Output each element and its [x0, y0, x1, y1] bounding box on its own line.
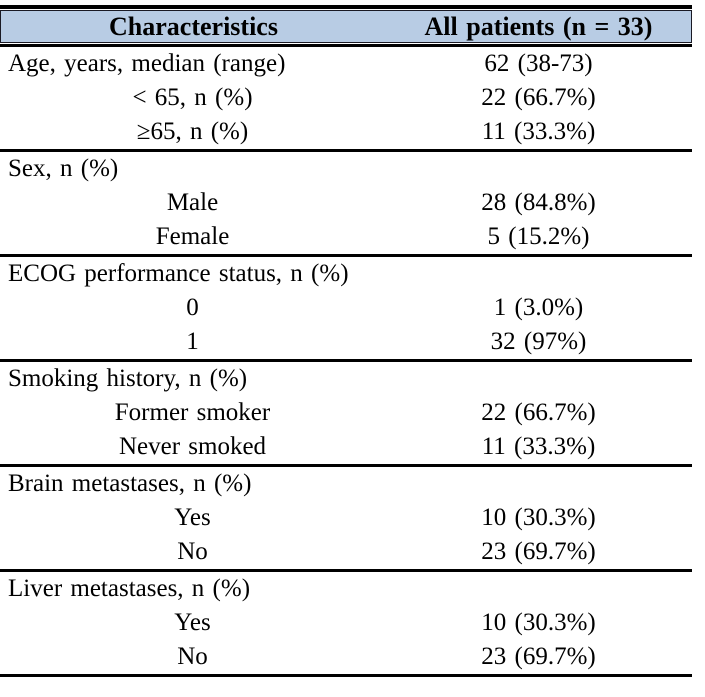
row-label: Never smoked	[118, 433, 267, 460]
row-value: 10 (30.3%)	[481, 504, 596, 531]
table-row: 0 1 (3.0%)	[0, 291, 692, 325]
table-row: Smoking history, n (%)	[0, 359, 692, 396]
row-label: Former smoker	[114, 399, 271, 426]
row-value: 11 (33.3%)	[481, 118, 596, 145]
table-row: Yes 10 (30.3%)	[0, 501, 692, 535]
row-value: 11 (33.3%)	[481, 433, 596, 460]
row-value: 1 (3.0%)	[493, 294, 584, 321]
row-label: Brain metastases, n (%)	[8, 470, 252, 497]
row-label: Female	[155, 223, 230, 250]
table-row: Yes 10 (30.3%)	[0, 606, 692, 640]
table-row: ≥65, n (%) 11 (33.3%)	[0, 115, 692, 149]
table-row: Female 5 (15.2%)	[0, 220, 692, 254]
table-row: No 23 (69.7%)	[0, 535, 692, 569]
table-row: Age, years, median (range) 62 (38-73)	[0, 47, 692, 81]
table-row: 1 32 (97%)	[0, 325, 692, 359]
table-row: Brain metastases, n (%)	[0, 464, 692, 501]
row-label: Age, years, median (range)	[8, 50, 286, 77]
row-value: 10 (30.3%)	[481, 609, 596, 636]
row-value: 22 (66.7%)	[481, 84, 596, 111]
header-bottom-rule	[0, 44, 692, 47]
row-value: 62 (38-73)	[484, 50, 593, 77]
patient-characteristics-table: Characteristics All patients (n = 33) Ag…	[0, 5, 692, 677]
row-label: ECOG performance status, n (%)	[8, 260, 349, 287]
row-label: < 65, n (%)	[132, 84, 253, 111]
row-label: 1	[186, 328, 199, 355]
table-row: Never smoked 11 (33.3%)	[0, 430, 692, 464]
row-label: Sex, n (%)	[8, 155, 119, 182]
row-value: 32 (97%)	[490, 328, 587, 355]
row-label: No	[177, 643, 208, 670]
table-row: < 65, n (%) 22 (66.7%)	[0, 81, 692, 115]
row-label: Yes	[174, 609, 211, 636]
row-value: 5 (15.2%)	[487, 223, 590, 250]
row-value: 22 (66.7%)	[481, 399, 596, 426]
row-value: 23 (69.7%)	[481, 643, 596, 670]
row-label: 0	[186, 294, 199, 321]
table-row: No 23 (69.7%)	[0, 640, 692, 674]
table-row: Male 28 (84.8%)	[0, 186, 692, 220]
table-row: Liver metastases, n (%)	[0, 569, 692, 606]
table-row: ECOG performance status, n (%)	[0, 254, 692, 291]
top-rule	[0, 5, 692, 9]
table-row: Sex, n (%)	[0, 149, 692, 186]
column-header-all-patients: All patients (n = 33)	[424, 11, 653, 41]
row-label: Yes	[174, 504, 211, 531]
row-label: ≥65, n (%)	[136, 118, 249, 145]
column-header-characteristics: Characteristics	[109, 11, 278, 41]
row-value: 28 (84.8%)	[481, 189, 596, 216]
row-label: Liver metastases, n (%)	[8, 575, 251, 602]
row-label: Male	[166, 189, 219, 216]
row-value: 23 (69.7%)	[481, 538, 596, 565]
bottom-rule	[0, 674, 692, 677]
row-label: No	[177, 538, 208, 565]
table-body: Age, years, median (range) 62 (38-73) < …	[0, 47, 692, 674]
table-header-row: Characteristics All patients (n = 33)	[0, 10, 692, 43]
row-label: Smoking history, n (%)	[8, 365, 248, 392]
table-row: Former smoker 22 (66.7%)	[0, 396, 692, 430]
